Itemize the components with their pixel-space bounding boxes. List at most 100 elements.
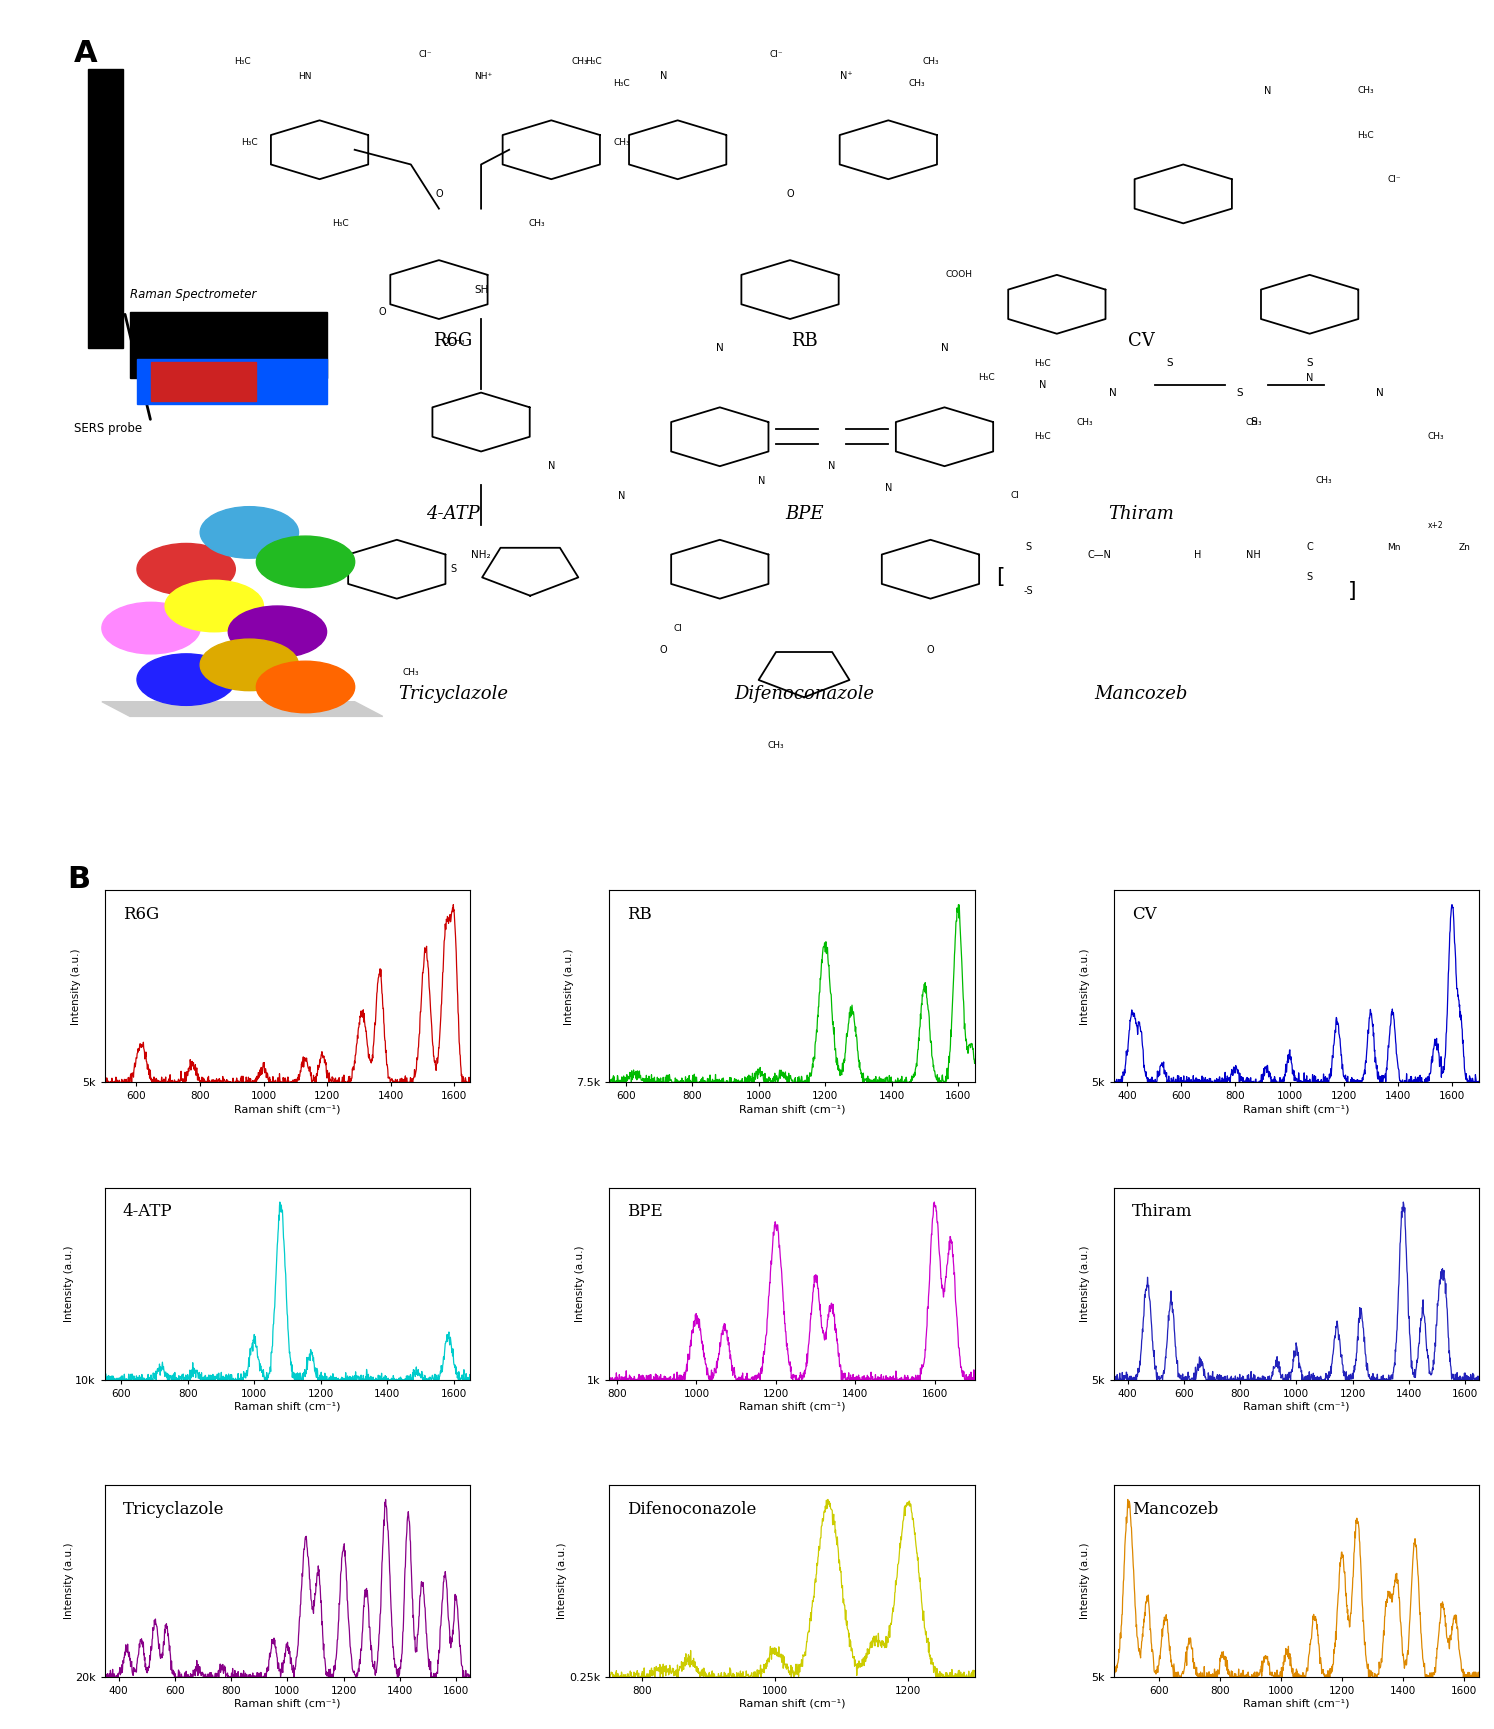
Text: SH: SH	[474, 285, 489, 294]
Text: CH₃: CH₃	[1315, 477, 1333, 486]
Text: S: S	[1306, 358, 1313, 368]
Text: RB: RB	[790, 332, 817, 349]
Text: N: N	[829, 462, 835, 472]
Text: N: N	[884, 484, 892, 493]
Text: CH₃: CH₃	[571, 57, 587, 66]
Text: O: O	[786, 188, 793, 199]
Text: N: N	[716, 344, 723, 353]
Y-axis label: Intensity (a.u.): Intensity (a.u.)	[565, 947, 574, 1025]
Text: CH₃: CH₃	[1245, 417, 1262, 427]
Text: x+2: x+2	[1428, 520, 1443, 529]
Text: CH₃: CH₃	[768, 742, 784, 750]
Text: H₃C: H₃C	[1034, 432, 1052, 441]
Y-axis label: Intensity (a.u.): Intensity (a.u.)	[557, 1542, 568, 1620]
Text: CH₃: CH₃	[402, 667, 420, 676]
Text: CV: CV	[1128, 332, 1155, 349]
Text: Mancozeb: Mancozeb	[1095, 685, 1188, 704]
Y-axis label: Intensity (a.u.): Intensity (a.u.)	[1080, 1542, 1089, 1620]
Text: S: S	[1307, 572, 1313, 581]
Text: OCH₃: OCH₃	[441, 337, 465, 346]
Text: HN: HN	[299, 71, 312, 81]
FancyBboxPatch shape	[88, 69, 123, 349]
Text: N: N	[759, 475, 765, 486]
Y-axis label: Intensity (a.u.): Intensity (a.u.)	[1080, 947, 1089, 1025]
Text: O: O	[379, 306, 387, 316]
Text: N: N	[941, 344, 949, 353]
Circle shape	[164, 581, 263, 631]
Text: Thiram: Thiram	[1109, 505, 1174, 524]
Text: CH₃: CH₃	[1358, 86, 1374, 95]
Text: N: N	[660, 71, 668, 81]
Text: -S: -S	[1023, 586, 1034, 597]
Text: Zn: Zn	[1458, 543, 1470, 552]
Y-axis label: Intensity (a.u.): Intensity (a.u.)	[70, 947, 81, 1025]
Text: H₃C: H₃C	[586, 57, 602, 66]
Text: R6G: R6G	[123, 906, 158, 923]
Text: COOH: COOH	[946, 270, 973, 280]
Text: O: O	[435, 188, 442, 199]
Text: NH: NH	[1246, 550, 1261, 560]
Text: CH₃: CH₃	[1428, 432, 1445, 441]
Circle shape	[229, 607, 327, 657]
Text: ]: ]	[1348, 581, 1357, 602]
Text: Cl: Cl	[674, 624, 683, 633]
Polygon shape	[102, 702, 382, 716]
Circle shape	[102, 602, 200, 654]
Text: H₃C: H₃C	[241, 138, 257, 147]
Y-axis label: Intensity (a.u.): Intensity (a.u.)	[1080, 1245, 1089, 1323]
Text: H: H	[1194, 550, 1201, 560]
Circle shape	[200, 640, 299, 690]
Text: 4-ATP: 4-ATP	[123, 1203, 172, 1221]
Circle shape	[257, 536, 354, 588]
Text: N: N	[619, 491, 624, 501]
FancyBboxPatch shape	[137, 360, 327, 403]
Y-axis label: Intensity (a.u.): Intensity (a.u.)	[64, 1245, 73, 1323]
Text: Cl⁻: Cl⁻	[418, 50, 432, 59]
Text: S: S	[450, 564, 456, 574]
Text: CH₃: CH₃	[1077, 417, 1094, 427]
X-axis label: Raman shift (cm⁻¹): Raman shift (cm⁻¹)	[235, 1700, 341, 1708]
Text: N: N	[1306, 373, 1313, 382]
Text: C: C	[1306, 543, 1313, 552]
X-axis label: Raman shift (cm⁻¹): Raman shift (cm⁻¹)	[738, 1700, 846, 1708]
Circle shape	[200, 507, 299, 558]
X-axis label: Raman shift (cm⁻¹): Raman shift (cm⁻¹)	[235, 1402, 341, 1411]
Text: H₃C: H₃C	[235, 57, 251, 66]
Text: CV: CV	[1132, 906, 1156, 923]
Text: N⁺: N⁺	[840, 71, 853, 81]
X-axis label: Raman shift (cm⁻¹): Raman shift (cm⁻¹)	[1243, 1105, 1349, 1113]
Text: Thiram: Thiram	[1132, 1203, 1192, 1221]
Text: Difenoconazole: Difenoconazole	[627, 1501, 756, 1518]
Text: BPE: BPE	[784, 505, 823, 524]
Text: B: B	[67, 864, 90, 894]
Circle shape	[257, 660, 354, 712]
Text: S: S	[1250, 417, 1256, 427]
Text: CH₃: CH₃	[908, 80, 925, 88]
FancyBboxPatch shape	[151, 363, 257, 401]
Text: R6G: R6G	[433, 332, 472, 349]
Circle shape	[137, 654, 235, 705]
Text: Mancozeb: Mancozeb	[1132, 1501, 1218, 1518]
Text: S: S	[1165, 358, 1173, 368]
Text: Raman Spectrometer: Raman Spectrometer	[130, 287, 257, 301]
Text: N: N	[548, 462, 554, 472]
Text: H₃C: H₃C	[979, 373, 995, 382]
Text: H₃C: H₃C	[1358, 130, 1374, 140]
Text: N: N	[1040, 380, 1046, 391]
Circle shape	[137, 543, 235, 595]
Text: RB: RB	[627, 906, 651, 923]
Text: CH₃: CH₃	[922, 57, 938, 66]
X-axis label: Raman shift (cm⁻¹): Raman shift (cm⁻¹)	[738, 1105, 846, 1113]
Text: H₃C: H₃C	[613, 80, 630, 88]
Text: Mn: Mn	[1386, 543, 1401, 552]
X-axis label: Raman shift (cm⁻¹): Raman shift (cm⁻¹)	[1243, 1700, 1349, 1708]
Text: CH₃: CH₃	[529, 220, 545, 228]
FancyBboxPatch shape	[130, 311, 327, 379]
Text: BPE: BPE	[627, 1203, 663, 1221]
Text: S: S	[1236, 387, 1243, 398]
Text: SERS probe: SERS probe	[73, 422, 142, 436]
Text: NH⁺: NH⁺	[474, 71, 493, 81]
Text: H₃C: H₃C	[332, 220, 350, 228]
Text: [: [	[996, 567, 1005, 586]
Text: S: S	[1026, 543, 1032, 552]
